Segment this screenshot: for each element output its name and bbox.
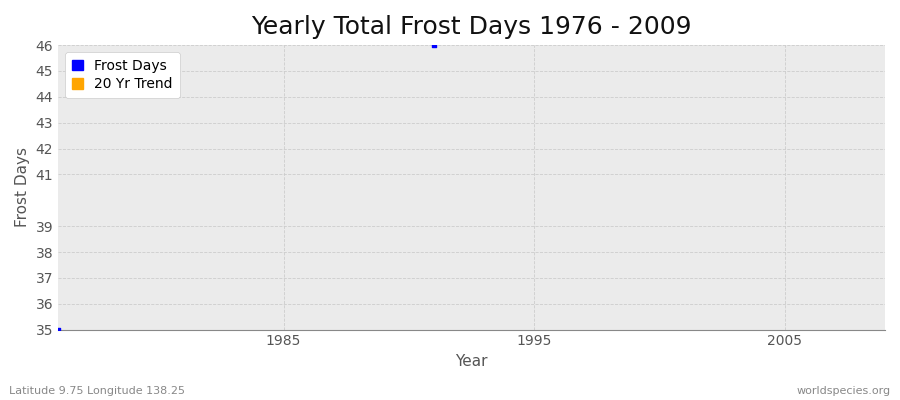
Legend: Frost Days, 20 Yr Trend: Frost Days, 20 Yr Trend	[65, 52, 180, 98]
Y-axis label: Frost Days: Frost Days	[15, 147, 30, 227]
Title: Yearly Total Frost Days 1976 - 2009: Yearly Total Frost Days 1976 - 2009	[251, 15, 692, 39]
X-axis label: Year: Year	[455, 354, 488, 369]
Text: worldspecies.org: worldspecies.org	[796, 386, 891, 396]
Point	[427, 42, 441, 48]
Text: Latitude 9.75 Longitude 138.25: Latitude 9.75 Longitude 138.25	[9, 386, 185, 396]
Point	[50, 326, 65, 333]
